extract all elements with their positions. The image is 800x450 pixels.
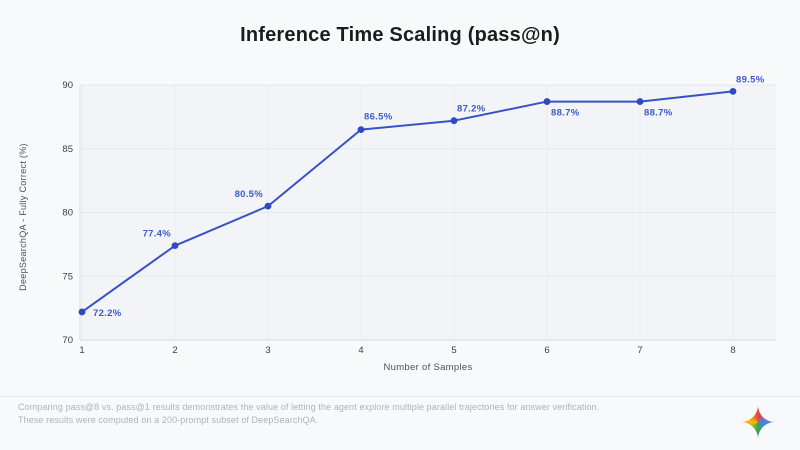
chart-title: Inference Time Scaling (pass@n) [240, 24, 560, 46]
footer-notes: Comparing pass@8 vs. pass@1 results demo… [18, 401, 658, 427]
svg-text:88.7%: 88.7% [644, 108, 673, 119]
svg-text:7: 7 [637, 345, 642, 356]
svg-text:77.4%: 77.4% [143, 229, 172, 240]
svg-text:80: 80 [62, 208, 73, 219]
y-axis-title: DeepSearchQA - Fully Correct (%) [18, 143, 28, 291]
svg-text:86.5%: 86.5% [364, 112, 393, 123]
svg-text:5: 5 [451, 345, 456, 356]
svg-text:87.2%: 87.2% [457, 104, 486, 115]
svg-text:72.2%: 72.2% [93, 308, 122, 319]
footer-divider [0, 396, 800, 397]
svg-text:85: 85 [62, 144, 73, 155]
svg-text:70: 70 [62, 335, 73, 346]
x-axis-title: Number of Samples [383, 362, 473, 373]
svg-text:89.5%: 89.5% [736, 74, 765, 85]
svg-text:88.7%: 88.7% [551, 108, 580, 119]
footer-note-2: These results were computed on a 200-pro… [18, 415, 319, 425]
svg-text:6: 6 [544, 345, 549, 356]
svg-text:8: 8 [730, 345, 735, 356]
svg-text:80.5%: 80.5% [235, 189, 264, 200]
svg-text:3: 3 [265, 345, 270, 356]
svg-text:1: 1 [79, 345, 84, 356]
svg-text:75: 75 [62, 271, 73, 282]
svg-text:4: 4 [358, 345, 363, 356]
footer-note-1: Comparing pass@8 vs. pass@1 results demo… [18, 402, 600, 412]
svg-text:90: 90 [62, 80, 73, 91]
svg-text:2: 2 [172, 345, 177, 356]
